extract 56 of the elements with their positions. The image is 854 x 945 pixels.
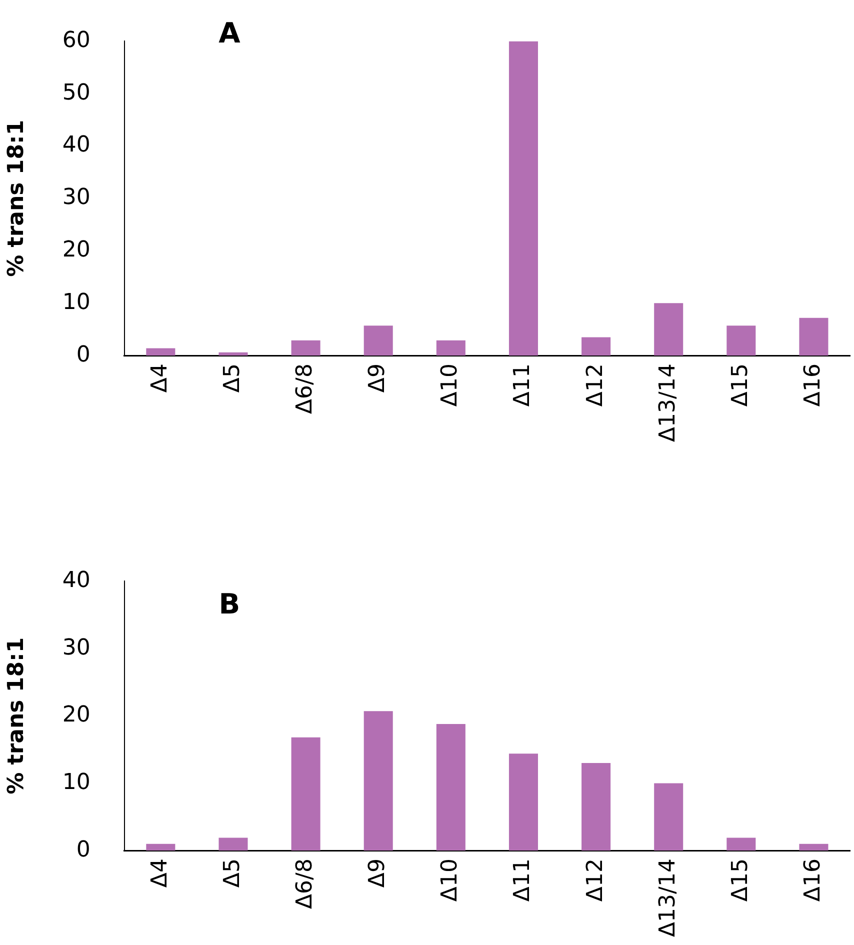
bar — [654, 783, 684, 851]
bar — [218, 352, 248, 356]
chart-title: A — [218, 16, 241, 50]
y-tick-label: 30 — [62, 635, 90, 660]
x-tick-label: Δ16 — [800, 364, 826, 407]
x-tick-label: Δ10 — [438, 364, 463, 407]
bar — [364, 326, 393, 356]
bar — [508, 41, 538, 356]
bar — [799, 318, 828, 356]
y-tick-label: 10 — [62, 770, 90, 795]
bar — [436, 340, 466, 356]
bar — [582, 337, 611, 356]
y-tick-label: 30 — [62, 185, 90, 210]
bar — [508, 754, 538, 851]
x-tick-label: Δ6/8 — [292, 858, 318, 910]
x-tick-label: Δ13/14 — [655, 858, 680, 938]
y-tick-label: 40 — [62, 568, 90, 593]
x-tick-label: Δ4 — [147, 858, 172, 888]
y-tick-label: 10 — [62, 290, 90, 315]
x-tick-label: Δ12 — [582, 858, 608, 902]
y-tick-label: 20 — [62, 702, 90, 728]
x-tick-label: Δ12 — [582, 364, 608, 407]
bar — [436, 724, 466, 851]
bar — [726, 326, 756, 356]
bar — [799, 844, 828, 851]
bar — [364, 711, 393, 851]
bar — [291, 737, 320, 851]
bar — [582, 763, 611, 851]
x-tick-label: Δ13/14 — [655, 364, 680, 442]
x-tick-label: Δ5 — [220, 858, 245, 888]
bar — [726, 838, 756, 851]
y-axis-title: % trans 18:1 — [4, 120, 29, 277]
bar — [146, 348, 176, 356]
y-tick-label: 0 — [76, 342, 90, 368]
y-tick-label: 0 — [76, 837, 90, 862]
x-tick-label: Δ15 — [728, 364, 753, 407]
y-tick-label: 60 — [62, 28, 90, 53]
bar — [291, 340, 320, 356]
y-tick-label: 40 — [62, 132, 90, 158]
bar — [218, 838, 248, 851]
x-tick-label: Δ9 — [365, 364, 390, 393]
x-tick-label: Δ10 — [438, 858, 463, 902]
x-tick-label: Δ9 — [365, 858, 390, 888]
x-tick-label: Δ5 — [220, 364, 245, 393]
x-tick-label: Δ11 — [510, 364, 536, 407]
y-tick-label: 50 — [62, 80, 90, 106]
y-axis-title: % trans 18:1 — [4, 637, 29, 794]
x-tick-label: Δ6/8 — [292, 364, 318, 414]
bar — [146, 844, 176, 851]
x-tick-label: Δ4 — [147, 364, 172, 393]
y-tick-label: 20 — [62, 237, 90, 262]
x-tick-label: Δ11 — [510, 858, 536, 902]
chart-title: B — [218, 587, 240, 620]
x-tick-label: Δ15 — [728, 858, 753, 902]
x-tick-label: Δ16 — [800, 858, 826, 902]
bar — [654, 303, 684, 356]
